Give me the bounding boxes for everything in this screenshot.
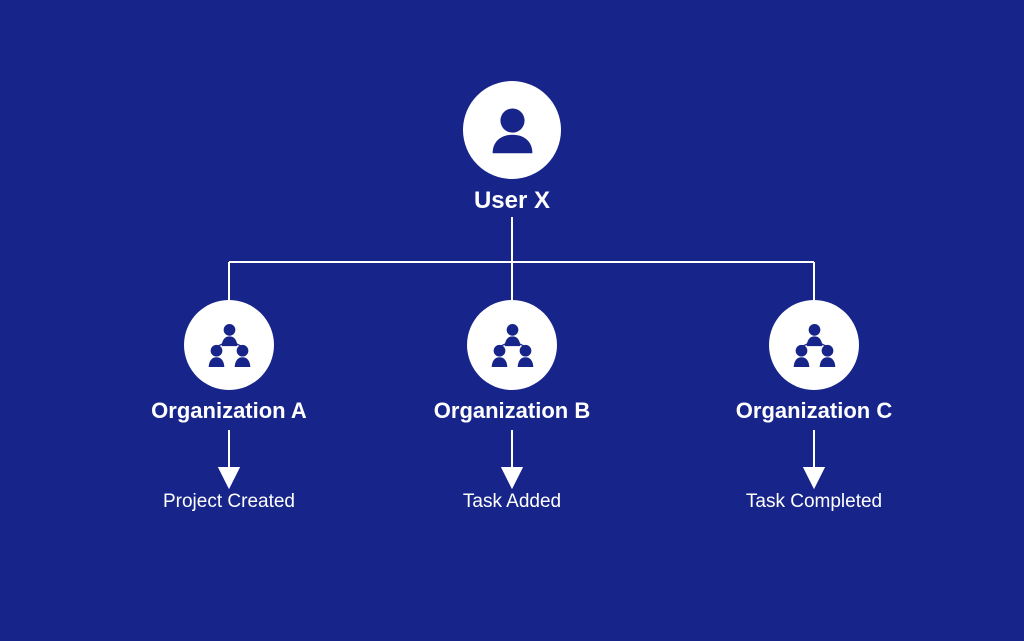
org-a-label: Organization A [119, 398, 339, 424]
org-b-label: Organization B [402, 398, 622, 424]
root-node-user: User X [402, 81, 622, 215]
group-icon [184, 300, 274, 390]
diagram-canvas: User X Organization A Project Created [0, 0, 1024, 641]
org-c-action: Task Completed [664, 491, 964, 513]
root-label: User X [402, 187, 622, 215]
org-a-action: Project Created [79, 491, 379, 513]
org-node-b: Organization B [402, 300, 622, 424]
user-icon [463, 81, 561, 179]
org-b-action: Task Added [362, 491, 662, 513]
org-c-label: Organization C [704, 398, 924, 424]
org-node-a: Organization A [119, 300, 339, 424]
group-icon [467, 300, 557, 390]
group-icon [769, 300, 859, 390]
org-node-c: Organization C [704, 300, 924, 424]
